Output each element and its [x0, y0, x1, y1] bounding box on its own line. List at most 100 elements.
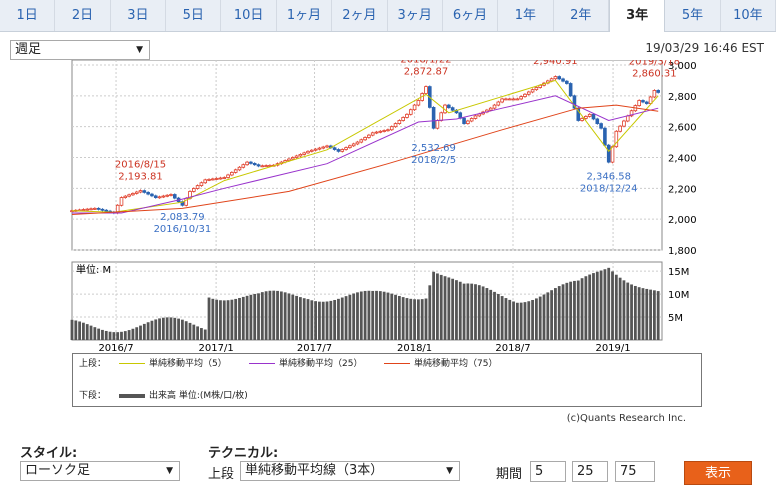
candle-body — [622, 120, 626, 127]
volume-bar — [333, 299, 337, 340]
volume-bar — [466, 283, 470, 340]
candle-body — [473, 115, 478, 119]
price-tick-label: 2,200 — [668, 184, 697, 195]
legend-sma25: 単純移動平均（25） — [249, 357, 362, 371]
volume-bar — [219, 300, 222, 340]
volume-bar — [397, 295, 401, 340]
candle-body — [249, 161, 253, 164]
tab-2[interactable]: 3日 — [111, 0, 167, 31]
style-select-value: ローソク足 — [25, 463, 91, 478]
candle-body — [511, 98, 516, 101]
period-input-mid[interactable]: 25 — [572, 461, 608, 482]
volume-bar — [74, 320, 78, 340]
candle-body — [439, 112, 444, 121]
legend-volume: 出来高 単位:(M株/口/枚) — [119, 389, 248, 403]
volume-bar — [352, 293, 356, 340]
candle-body — [557, 76, 562, 80]
candle-body — [344, 147, 348, 150]
volume-bar — [515, 302, 519, 340]
volume-bar — [154, 319, 158, 340]
volume-bar — [188, 322, 192, 340]
volume-bar — [618, 277, 622, 340]
candle-body — [313, 148, 318, 151]
volume-bar — [359, 291, 363, 340]
candle-body — [397, 120, 402, 124]
volume-bar — [169, 317, 173, 340]
tab-11[interactable]: 3年 — [608, 0, 666, 32]
volume-bar — [93, 327, 97, 340]
volume-bar — [112, 332, 116, 340]
annotation-date-5: 2018/12/24 — [580, 184, 638, 195]
candle-body — [625, 115, 630, 122]
volume-bar — [481, 286, 485, 340]
volume-bar — [405, 298, 409, 340]
technical-select[interactable]: 単純移動平均線（3本） ▼ — [240, 461, 460, 481]
tab-1[interactable]: 2日 — [55, 0, 111, 31]
tab-10[interactable]: 2年 — [554, 0, 609, 31]
volume-bar — [279, 291, 283, 340]
legend-sma5-label: 単純移動平均（5） — [149, 359, 227, 369]
volume-bar — [230, 299, 234, 340]
tab-4[interactable]: 10日 — [221, 0, 277, 31]
candle-body — [595, 118, 600, 124]
candle-body — [500, 98, 504, 103]
tab-3[interactable]: 5日 — [166, 0, 222, 31]
volume-bar — [542, 294, 546, 340]
tab-6[interactable]: 2ヶ月 — [332, 0, 388, 31]
volume-bar — [527, 301, 531, 340]
tab-9[interactable]: 1年 — [498, 0, 554, 31]
candle-body — [302, 152, 306, 155]
tab-0[interactable]: 1日 — [0, 0, 56, 31]
tab-5[interactable]: 1ヶ月 — [277, 0, 333, 31]
chart-period-value: 週足 — [15, 42, 42, 57]
candle-body — [412, 104, 417, 111]
annotation-date-2: 2018/1/22 — [400, 60, 451, 66]
candle-body — [507, 98, 512, 101]
volume-bar — [101, 329, 104, 340]
volume-bar — [302, 298, 306, 340]
volume-bar — [413, 299, 416, 340]
candle-body — [172, 194, 177, 199]
tab-13[interactable]: 10年 — [721, 0, 776, 31]
candle-body — [599, 123, 603, 129]
volume-bar — [325, 301, 329, 340]
candle-body — [587, 113, 592, 117]
candle-body — [104, 209, 109, 212]
volume-bar — [207, 297, 211, 340]
volume-bar — [196, 326, 200, 340]
volume-bar — [580, 278, 584, 340]
tab-7[interactable]: 3ヶ月 — [388, 0, 443, 31]
chart-period-select[interactable]: 週足 ▼ — [10, 40, 150, 60]
volume-bar — [135, 327, 139, 340]
tab-12[interactable]: 5年 — [665, 0, 721, 31]
x-tick-label: 2016/7 — [98, 343, 133, 352]
candle-body — [252, 163, 257, 166]
candle-body — [241, 164, 246, 168]
candle-body — [306, 150, 310, 154]
candle-body — [530, 89, 535, 93]
period-input-short[interactable]: 5 — [530, 461, 566, 482]
tab-8[interactable]: 6ヶ月 — [443, 0, 499, 31]
candle-body — [359, 139, 364, 143]
volume-bar — [108, 331, 112, 340]
technical-label: テクニカル: — [208, 446, 279, 461]
volume-bar — [451, 278, 455, 340]
volume-bar — [371, 290, 375, 340]
volume-bar — [260, 292, 264, 340]
style-select[interactable]: ローソク足 ▼ — [20, 461, 180, 481]
period-input-long[interactable]: 75 — [615, 461, 655, 482]
volume-bar — [489, 289, 493, 340]
volume-bar — [287, 293, 291, 340]
annotation-date-1: 2016/10/31 — [154, 224, 212, 235]
x-tick-label: 2018/1 — [397, 343, 432, 352]
candle-body — [610, 146, 615, 163]
volume-bar — [257, 293, 260, 340]
candle-body — [355, 141, 360, 145]
volume-bar — [603, 269, 607, 340]
candle-body — [153, 195, 158, 198]
volume-bar — [611, 271, 614, 340]
legend-box: 上段： 単純移動平均（5） 単純移動平均（25） 単純移動平均（75） 下段： … — [72, 353, 702, 407]
volume-bar — [378, 291, 382, 340]
show-button[interactable]: 表示 — [684, 461, 752, 485]
candle-body — [100, 208, 105, 211]
